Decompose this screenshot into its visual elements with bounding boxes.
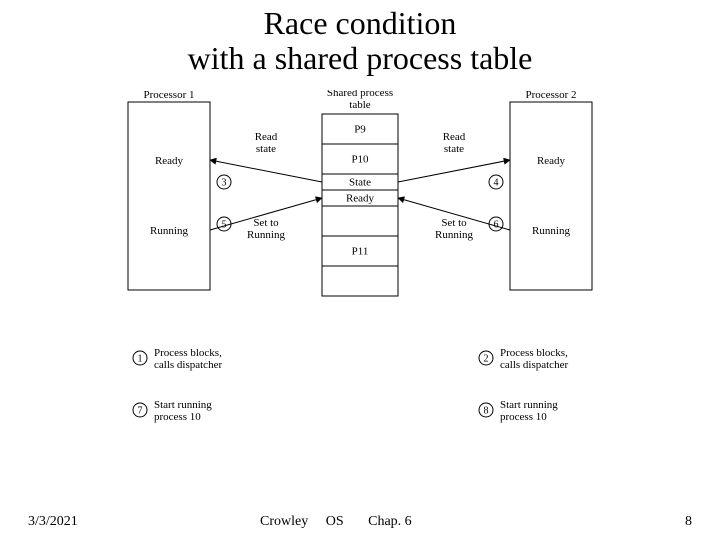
svg-text:Set toRunning: Set toRunning bbox=[247, 217, 285, 241]
svg-text:Ready: Ready bbox=[537, 155, 566, 167]
diagram: Processor 1 Processor 2 Shared processtabl… bbox=[112, 90, 608, 470]
svg-text:Processor 1: Processor 1 bbox=[143, 90, 194, 101]
svg-text:4: 4 bbox=[494, 178, 499, 189]
footer-date: 3/3/2021 bbox=[28, 514, 78, 530]
svg-text:1: 1 bbox=[138, 354, 143, 365]
svg-text:P9: P9 bbox=[354, 124, 366, 136]
svg-text:Process blocks,calls dispatche: Process blocks,calls dispatcher bbox=[500, 347, 568, 371]
footer-course: OS bbox=[326, 514, 344, 529]
footer-chapter: Chap. 6 bbox=[368, 514, 412, 529]
slide-title: Race condition with a shared process tab… bbox=[0, 6, 720, 76]
slide: Race condition with a shared process tab… bbox=[0, 0, 720, 540]
svg-text:5: 5 bbox=[222, 220, 227, 231]
svg-text:7: 7 bbox=[138, 406, 143, 417]
svg-text:Running: Running bbox=[532, 225, 570, 237]
svg-text:Process blocks,calls dispatche: Process blocks,calls dispatcher bbox=[154, 347, 222, 371]
footer-page: 8 bbox=[685, 514, 692, 530]
svg-text:3: 3 bbox=[222, 178, 227, 189]
svg-text:6: 6 bbox=[494, 220, 499, 231]
svg-text:8: 8 bbox=[484, 406, 489, 417]
title-line-1: Race condition bbox=[264, 5, 457, 41]
footer-author: Crowley bbox=[260, 514, 308, 529]
diagram-svg: Processor 1 Processor 2 Shared processtabl… bbox=[112, 90, 608, 470]
svg-text:Set toRunning: Set toRunning bbox=[435, 217, 473, 241]
svg-text:Processor 2: Processor 2 bbox=[525, 90, 576, 101]
title-line-2: with a shared process table bbox=[188, 40, 533, 76]
svg-text:P11: P11 bbox=[352, 246, 369, 258]
svg-text:State: State bbox=[349, 177, 371, 189]
svg-text:Start runningprocess 10: Start runningprocess 10 bbox=[154, 399, 212, 423]
footer-middle: Crowley OS Chap. 6 bbox=[260, 514, 412, 530]
svg-text:P10: P10 bbox=[351, 154, 369, 166]
svg-text:Readstate: Readstate bbox=[443, 131, 466, 155]
svg-text:2: 2 bbox=[484, 354, 489, 365]
svg-text:Ready: Ready bbox=[346, 193, 375, 205]
svg-text:Ready: Ready bbox=[155, 155, 184, 167]
svg-text:Running: Running bbox=[150, 225, 188, 237]
svg-text:Start runningprocess 10: Start runningprocess 10 bbox=[500, 399, 558, 423]
svg-text:Shared processtable: Shared processtable bbox=[327, 90, 393, 111]
svg-text:Readstate: Readstate bbox=[255, 131, 278, 155]
